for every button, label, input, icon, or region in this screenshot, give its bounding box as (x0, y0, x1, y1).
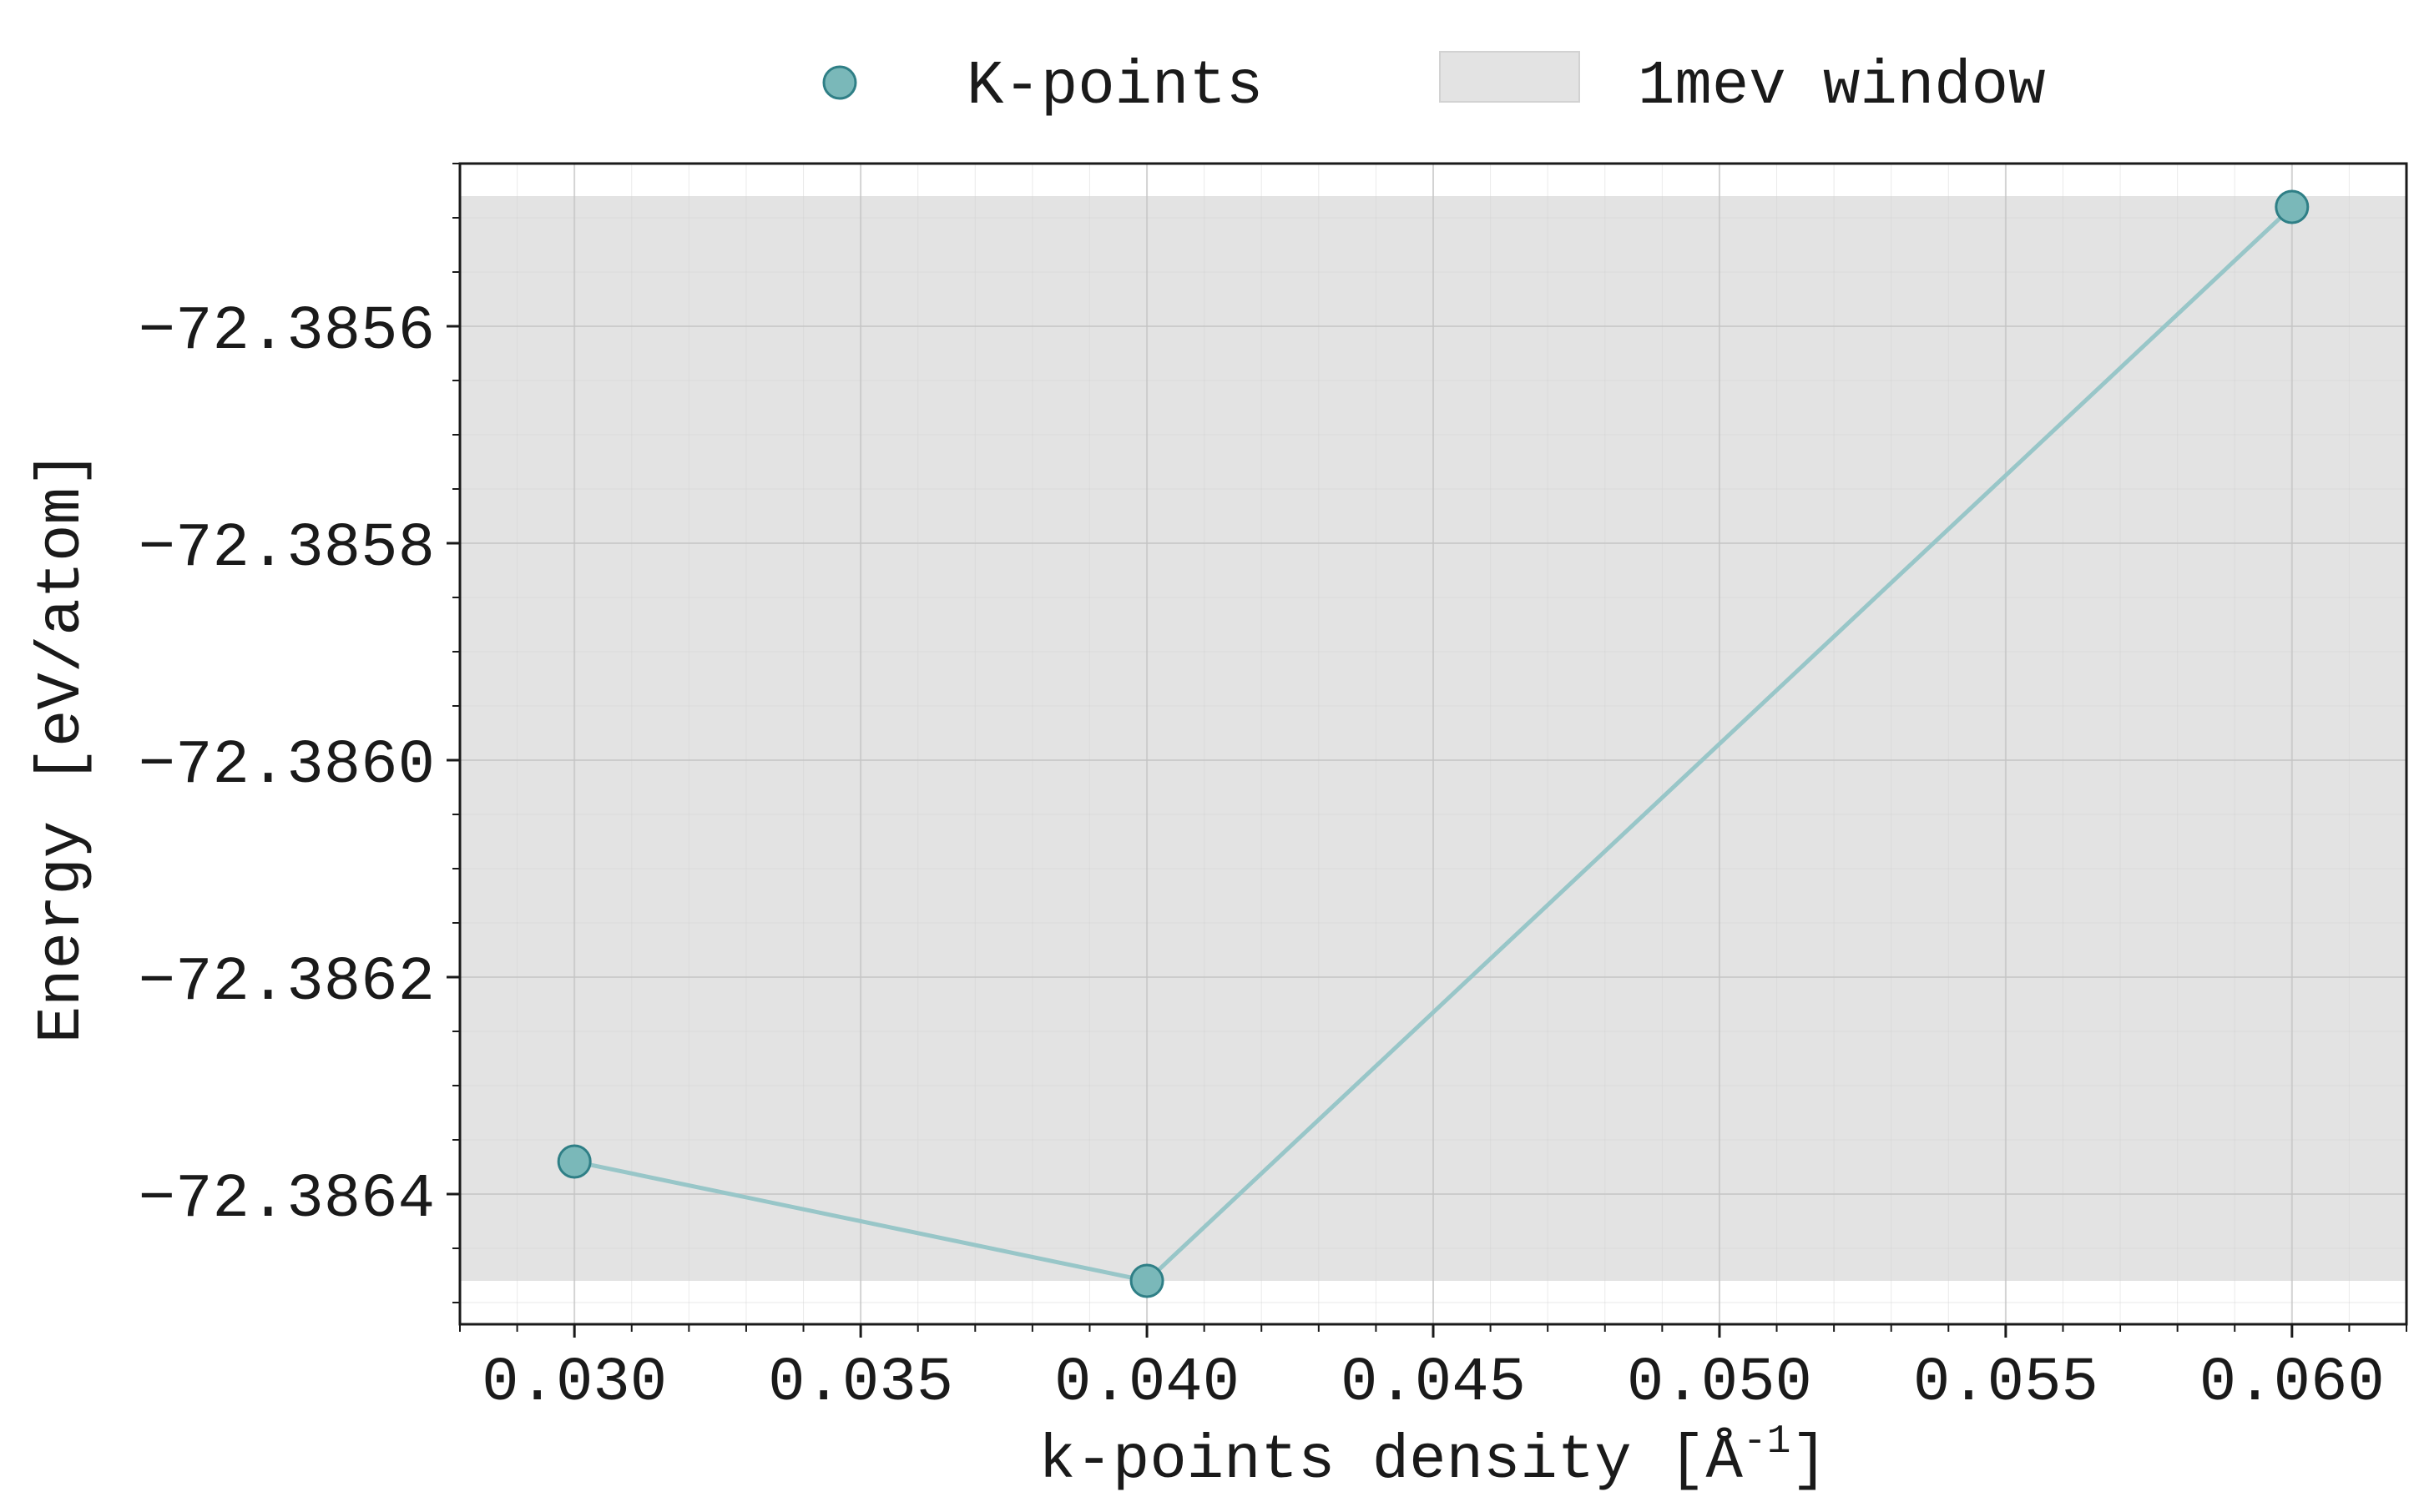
y-tick-label: −72.3858 (139, 514, 435, 584)
x-tick-label: 0.050 (1627, 1348, 1812, 1419)
legend-kpoints-marker (822, 65, 857, 100)
legend-window-swatch (1439, 51, 1580, 103)
x-axis-label: k-points density [Å-1] (1038, 1419, 1828, 1496)
y-tick-label: −72.3862 (139, 948, 435, 1018)
x-axis-label-main: k-points density [Å (1038, 1426, 1743, 1496)
x-tick-label: 0.030 (482, 1348, 667, 1419)
legend: K-points 1mev window (822, 51, 2045, 122)
tick-label-layer: 0.030 0.035 0.040 0.045 0.050 0.055 0.060 −72.3… (139, 297, 2385, 1419)
x-tick-label: 0.055 (1913, 1348, 2098, 1419)
x-axis-label-sup: -1 (1743, 1419, 1791, 1464)
y-tick-label: −72.3860 (139, 731, 435, 801)
y-tick-label: −72.3864 (139, 1165, 435, 1235)
data-point (557, 1144, 592, 1179)
legend-window-label: 1mev window (1638, 52, 2045, 122)
data-point (2275, 189, 2310, 224)
x-axis-label-suffix: ] (1790, 1426, 1827, 1496)
x-tick-label: 0.035 (768, 1348, 953, 1419)
x-tick-label: 0.060 (2199, 1348, 2385, 1419)
x-tick-label: 0.045 (1341, 1348, 1526, 1419)
y-axis-label: Energy [eV/atom] (28, 451, 98, 1044)
tick-layer (447, 163, 2407, 1338)
x-tick-label: 0.040 (1054, 1348, 1240, 1419)
data-point (1129, 1263, 1164, 1298)
series-layer (557, 189, 2310, 1298)
y-tick-label: −72.3856 (139, 297, 435, 367)
legend-kpoints-label: K-points (967, 52, 1263, 122)
major-grid (460, 164, 2406, 1324)
